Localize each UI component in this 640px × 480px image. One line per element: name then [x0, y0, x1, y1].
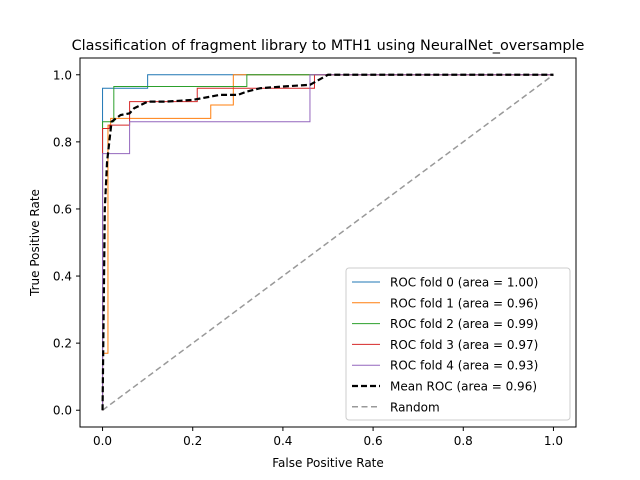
x-tick-label: 0.2: [183, 434, 202, 448]
y-tick-label: 1.0: [53, 68, 72, 82]
x-tick-label: 0.6: [364, 434, 383, 448]
y-axis-label: True Positive Rate: [28, 189, 42, 297]
series-line-mean-roc-area-0-96: [101, 73, 554, 411]
x-tick-label: 0.4: [273, 434, 292, 448]
plot-frame: [79, 57, 577, 428]
series-line-roc-fold-2-area-0-99: [102, 74, 554, 411]
legend-label-random: Random: [390, 400, 440, 414]
x-tick-label: 1.0: [544, 434, 563, 448]
y-tick-label: 0.0: [53, 404, 72, 418]
legend-label-roc-fold-0-area-1-00: ROC fold 0 (area = 1.00): [390, 276, 538, 290]
legend-label-mean-roc-area-0-96: Mean ROC (area = 0.96): [390, 380, 537, 394]
x-tick-label: 0.0: [93, 434, 112, 448]
x-tick-label: 0.8: [454, 434, 473, 448]
y-tick-label: 0.2: [53, 337, 72, 351]
series-line-roc-fold-4-area-0-93: [102, 74, 554, 411]
series-layer: [101, 73, 554, 411]
x-axis-label: False Positive Rate: [272, 456, 384, 470]
legend-box: [345, 267, 571, 421]
series-line-random: [102, 74, 554, 411]
legend-label-roc-fold-1-area-0-96: ROC fold 1 (area = 0.96): [390, 296, 538, 310]
legend-label-roc-fold-3-area-0-97: ROC fold 3 (area = 0.97): [390, 338, 538, 352]
y-tick-label: 0.6: [53, 202, 72, 216]
legend-label-roc-fold-4-area-0-93: ROC fold 4 (area = 0.93): [390, 359, 538, 373]
chart-title: Classification of fragment library to MT…: [72, 38, 585, 54]
y-tick-label: 0.4: [53, 270, 72, 284]
legend: ROC fold 0 (area = 1.00) ROC fold 1 (area…: [345, 267, 571, 421]
y-tick-label: 0.8: [53, 135, 72, 149]
legend-label-roc-fold-2-area-0-99: ROC fold 2 (area = 0.99): [390, 317, 538, 331]
ticks-layer: 0.0 0.2 0.4 0.6 0.8 1.0 0.0 0.2 0.4 0.6 0.8 1.0: [53, 68, 563, 448]
